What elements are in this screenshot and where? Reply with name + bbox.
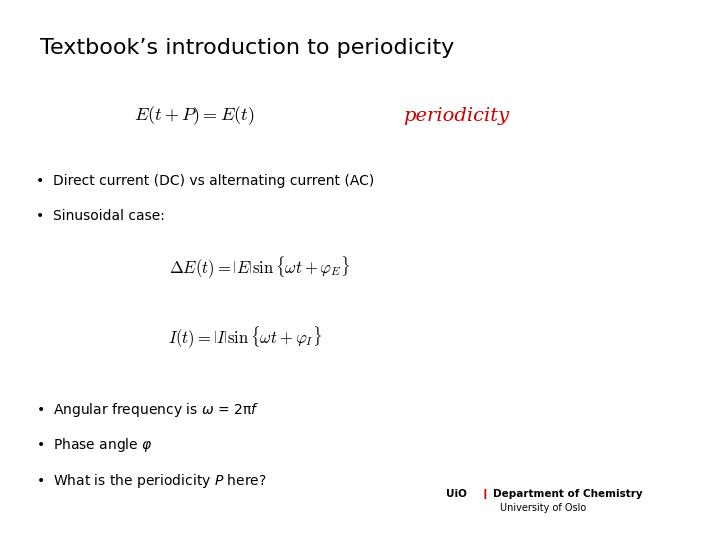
Text: $E(t + P) = E(t)$: $E(t + P) = E(t)$ bbox=[134, 105, 255, 127]
Text: University of Oslo: University of Oslo bbox=[500, 503, 587, 512]
Text: $I(t) = \left|I\right|\sin\{\omega t + \varphi_I\}$: $I(t) = \left|I\right|\sin\{\omega t + \… bbox=[168, 325, 322, 350]
Text: UiO: UiO bbox=[446, 489, 467, 499]
Text: •  Direct current (DC) vs alternating current (AC): • Direct current (DC) vs alternating cur… bbox=[36, 174, 374, 188]
Text: •  Sinusoidal case:: • Sinusoidal case: bbox=[36, 209, 165, 223]
Text: Department of Chemistry: Department of Chemistry bbox=[493, 489, 643, 499]
Text: •  Phase angle $\varphi$: • Phase angle $\varphi$ bbox=[36, 436, 153, 455]
Text: $\Delta E(t) = \left|E\right|\sin\{\omega t + \varphi_E\}$: $\Delta E(t) = \left|E\right|\sin\{\omeg… bbox=[168, 254, 350, 280]
Text: •  Angular frequency is $\omega$ = 2π$f$: • Angular frequency is $\omega$ = 2π$f$ bbox=[36, 401, 259, 420]
Text: periodicity: periodicity bbox=[403, 107, 509, 125]
Text: Textbook’s introduction to periodicity: Textbook’s introduction to periodicity bbox=[40, 38, 454, 58]
Text: ❙: ❙ bbox=[481, 489, 490, 499]
Text: •  What is the periodicity $P$ here?: • What is the periodicity $P$ here? bbox=[36, 471, 267, 490]
